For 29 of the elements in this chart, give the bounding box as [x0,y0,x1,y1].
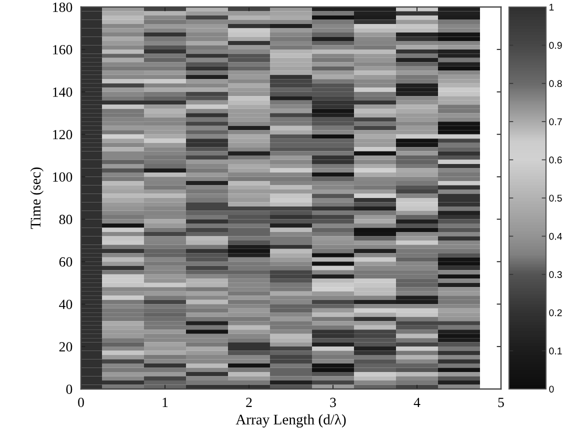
y-tick-label: 60 [59,257,72,267]
y-tick-label: 140 [53,87,72,97]
x-tick-label: 4 [414,398,420,407]
y-tick-label: 20 [59,342,72,352]
color-bar-label: 0.4 [549,232,562,240]
color-bar-label: 0.5 [549,194,562,202]
color-bar-label: 0.1 [549,348,562,354]
y-tick-label: 120 [53,130,72,140]
color-bar-label: 0.9 [549,42,562,49]
y-tick-label: 40 [59,300,72,310]
x-tick-label: 3 [330,398,336,408]
y-tick-label: 160 [53,45,72,54]
y-tick-label: 80 [59,214,72,224]
y-axis-title: Time (sec) [30,168,44,229]
x-axis-title: Array Length (d/λ) [236,414,346,428]
x-tick-label: 1 [162,398,168,407]
color-bar-label: 1 [550,4,554,11]
y-tick-label: 100 [53,172,72,182]
color-bar-label: 0 [549,386,554,393]
y-tick-label: 0 [66,384,72,394]
x-tick-label: 2 [246,398,252,407]
color-bar-label: 0.7 [549,118,562,126]
x-tick-label: 0 [78,398,84,408]
y-tick-label: 180 [53,2,72,12]
color-bar-label: 0.3 [549,271,562,278]
color-bar-label: 0.6 [549,156,562,164]
color-bar-label: 0.2 [549,309,562,316]
x-tick-label: 5 [498,398,504,408]
color-bar-label: 0.8 [549,80,562,88]
